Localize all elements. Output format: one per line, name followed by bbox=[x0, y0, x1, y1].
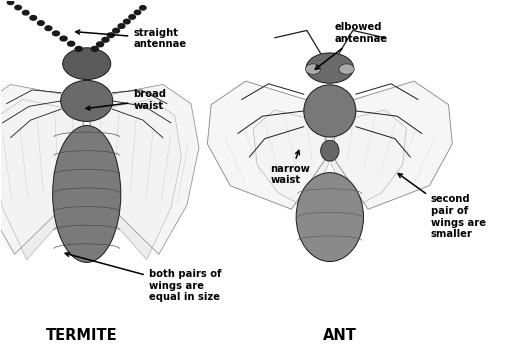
Ellipse shape bbox=[306, 53, 354, 83]
Circle shape bbox=[15, 5, 21, 10]
Circle shape bbox=[53, 31, 59, 36]
Circle shape bbox=[45, 26, 52, 31]
Polygon shape bbox=[88, 99, 181, 260]
Polygon shape bbox=[0, 99, 85, 260]
Text: straight
antennae: straight antennae bbox=[76, 28, 186, 49]
Circle shape bbox=[305, 64, 321, 74]
Text: second
pair of
wings are
smaller: second pair of wings are smaller bbox=[398, 174, 486, 239]
Circle shape bbox=[140, 6, 146, 10]
Ellipse shape bbox=[304, 85, 356, 137]
Polygon shape bbox=[333, 81, 452, 209]
Circle shape bbox=[68, 41, 75, 46]
Circle shape bbox=[91, 46, 98, 51]
Text: both pairs of
wings are
equal in size: both pairs of wings are equal in size bbox=[65, 252, 222, 302]
Polygon shape bbox=[331, 110, 406, 208]
Polygon shape bbox=[207, 81, 327, 209]
Polygon shape bbox=[89, 84, 199, 254]
Polygon shape bbox=[253, 110, 328, 208]
Circle shape bbox=[60, 36, 67, 41]
Ellipse shape bbox=[63, 48, 111, 79]
Ellipse shape bbox=[61, 80, 113, 121]
Circle shape bbox=[123, 19, 130, 24]
Circle shape bbox=[134, 10, 141, 15]
Circle shape bbox=[75, 46, 82, 51]
Circle shape bbox=[113, 28, 120, 33]
Circle shape bbox=[129, 15, 135, 19]
Text: ANT: ANT bbox=[323, 328, 357, 343]
Text: narrow
waist: narrow waist bbox=[270, 151, 310, 185]
Circle shape bbox=[7, 0, 14, 5]
Circle shape bbox=[107, 33, 114, 38]
Circle shape bbox=[22, 10, 29, 15]
Circle shape bbox=[102, 37, 109, 42]
Ellipse shape bbox=[321, 140, 339, 161]
Polygon shape bbox=[0, 84, 84, 254]
Circle shape bbox=[30, 16, 36, 20]
Circle shape bbox=[97, 42, 103, 47]
Ellipse shape bbox=[53, 126, 121, 262]
Circle shape bbox=[339, 64, 354, 74]
Circle shape bbox=[37, 21, 44, 25]
Text: broad
waist: broad waist bbox=[86, 89, 166, 111]
Text: TERMITE: TERMITE bbox=[46, 328, 118, 343]
Circle shape bbox=[118, 24, 125, 28]
Ellipse shape bbox=[296, 173, 363, 262]
Text: elbowed
antennae: elbowed antennae bbox=[315, 22, 388, 69]
